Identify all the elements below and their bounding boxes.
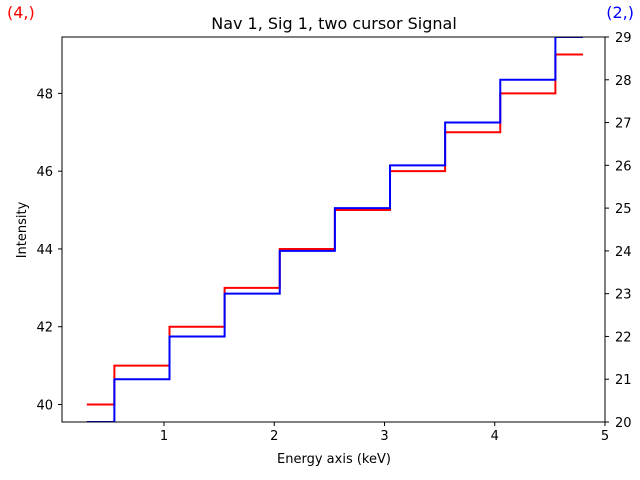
y-left-tick-label: 40	[36, 399, 53, 414]
x-axis-label: Energy axis (keV)	[277, 452, 391, 467]
y-right-tick-label: 29	[615, 31, 632, 46]
y-left-tick-label: 48	[36, 87, 53, 102]
y-right-tick-label: 22	[615, 330, 632, 345]
x-tick-label: 5	[601, 429, 609, 444]
y-left-tick-label: 46	[36, 165, 53, 180]
y-right-tick-label: 21	[615, 373, 632, 388]
y-axis-label: Intensity	[15, 201, 30, 258]
y-right-tick-label: 25	[615, 202, 632, 217]
plot-frame	[61, 36, 606, 423]
y-left-tick-label: 44	[36, 243, 53, 258]
x-tick-label: 3	[380, 429, 388, 444]
y-right-tick-label: 23	[615, 288, 632, 303]
corner-label-right: (2,)	[606, 3, 634, 22]
y-right-tick-label: 27	[615, 117, 632, 132]
y-right-tick-label: 28	[615, 74, 632, 89]
y-left-tick-label: 42	[36, 321, 53, 336]
x-tick-label: 2	[270, 429, 278, 444]
x-tick-label: 4	[491, 429, 499, 444]
corner-label-left: (4,)	[7, 3, 35, 22]
y-right-tick-label: 26	[615, 159, 632, 174]
x-tick-label: 1	[160, 429, 168, 444]
chart-title: Nav 1, Sig 1, two cursor Signal	[211, 14, 457, 33]
series-layer	[86, 37, 583, 422]
y-right-tick-label: 24	[615, 245, 632, 260]
series-line-2	[86, 37, 583, 422]
y-right-tick-label: 20	[615, 416, 632, 431]
